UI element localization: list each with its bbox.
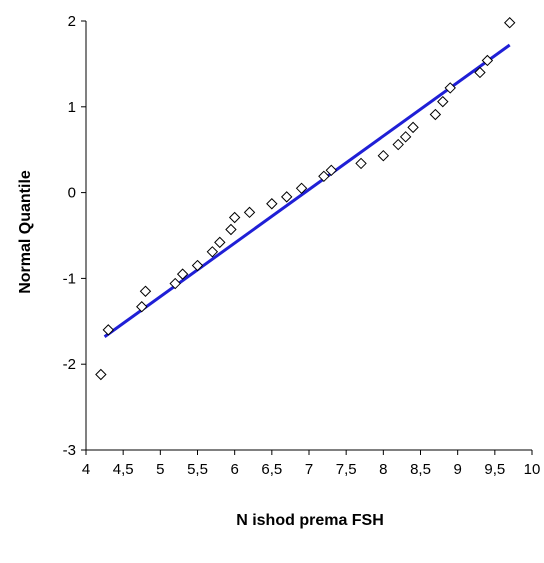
data-point <box>325 164 338 176</box>
x-tick-label: 7 <box>305 461 313 478</box>
x-axis-title: N ishod prema FSH <box>236 512 384 529</box>
y-axis-title: Normal Quantile <box>17 170 34 294</box>
data-point <box>102 324 115 336</box>
data-point <box>392 138 404 151</box>
data-point <box>474 66 486 79</box>
x-tick-label: 5,5 <box>187 461 208 478</box>
y-tick-label: 1 <box>68 99 76 116</box>
x-tick-label: 8,5 <box>410 461 431 478</box>
data-point <box>136 301 148 313</box>
data-point <box>295 182 308 195</box>
data-point <box>429 108 442 121</box>
x-tick-label: 4,5 <box>113 461 134 478</box>
y-tick-label: 2 <box>68 13 76 30</box>
data-point <box>206 246 219 258</box>
x-tick-label: 10 <box>524 461 541 478</box>
data-point <box>444 82 456 94</box>
data-point <box>481 54 494 67</box>
data-point <box>280 191 293 203</box>
data-point <box>169 277 181 290</box>
y-tick-label: -2 <box>63 356 76 373</box>
data-point <box>355 157 367 170</box>
data-point <box>503 17 516 29</box>
x-tick-label: 9,5 <box>484 461 505 478</box>
y-tick-label: -1 <box>63 270 76 287</box>
y-tick-labels: -3 -2 -1 0 1 2 <box>63 13 76 459</box>
data-point <box>176 268 189 280</box>
data-point <box>228 211 241 224</box>
x-tick-label: 9 <box>453 461 461 478</box>
data-point <box>318 170 330 183</box>
x-tick-label: 6,5 <box>261 461 282 478</box>
data-point <box>95 368 107 381</box>
data-point <box>139 285 152 297</box>
data-point <box>243 206 256 219</box>
x-tick-label: 7,5 <box>336 461 357 478</box>
x-tick-label: 6 <box>230 461 238 478</box>
axes <box>81 20 533 455</box>
x-tick-label: 5 <box>156 461 164 478</box>
x-tick-labels: 4 4,5 5 5,5 6 6,5 7 7,5 8 8,5 9 9,5 10 <box>82 461 541 478</box>
data-point <box>214 236 226 249</box>
data-point <box>437 95 449 108</box>
data-point <box>377 149 390 162</box>
fit-line-group <box>103 43 511 338</box>
data-point <box>191 259 204 272</box>
data-point <box>399 131 412 143</box>
data-point <box>225 223 237 236</box>
x-tick-label: 4 <box>82 461 90 478</box>
x-tick-label: 8 <box>379 461 387 478</box>
data-point <box>266 198 278 210</box>
data-point <box>407 121 419 134</box>
fit-line <box>103 43 511 338</box>
y-tick-label: 0 <box>68 185 76 202</box>
y-tick-label: -3 <box>63 442 76 459</box>
points-group <box>95 17 516 381</box>
